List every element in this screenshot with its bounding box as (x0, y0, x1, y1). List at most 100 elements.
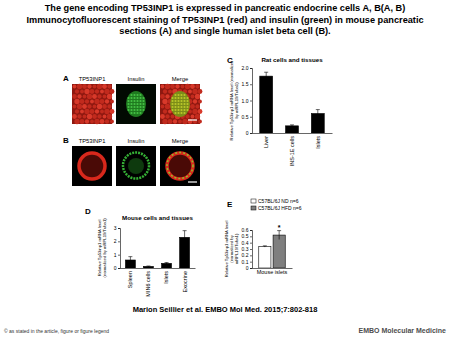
tissue-cell (160, 94, 165, 99)
islet-cell (183, 100, 185, 102)
cell-body (80, 154, 104, 178)
islet-cell (139, 100, 141, 102)
figure-svg: The gene encoding TP53INP1 is expressed … (0, 0, 450, 338)
islet-cell (171, 100, 173, 102)
islet-cell (174, 94, 176, 96)
text-line: sections (A) and single human islet beta… (119, 26, 330, 36)
tissue-cell (72, 114, 77, 119)
islet-cell (130, 94, 132, 96)
tissue-cell (162, 119, 167, 124)
cell-body (128, 158, 144, 174)
y-tick-mark (118, 241, 120, 242)
y-tick-label: 2.0 (242, 65, 249, 71)
tissue-cell (95, 89, 99, 93)
islet-cell (180, 109, 182, 111)
tissue-cell (95, 109, 99, 113)
error-cap (146, 266, 150, 267)
islet-cell (180, 97, 182, 99)
islet-cell (177, 109, 179, 111)
cell-body (168, 154, 192, 178)
islet-cell (139, 106, 141, 108)
islet-cell (133, 106, 135, 108)
islet-cell (133, 100, 135, 102)
tissue-cell (191, 95, 195, 99)
tissue-cell (74, 119, 79, 124)
y-tick: 3 (114, 225, 120, 231)
error-bar (130, 257, 131, 264)
tissue-cell (182, 119, 187, 124)
tissue-cell (198, 89, 203, 94)
islet-cell (136, 97, 138, 99)
tissue-cell (77, 84, 82, 89)
error-bar (184, 231, 185, 244)
citation: Marion Seillier et al. EMBO Mol Med. 201… (133, 305, 318, 314)
y-tick-label: 1.5 (242, 81, 249, 87)
tissue-cell (94, 99, 99, 104)
error-cap (316, 109, 320, 110)
tissue-cell (107, 84, 111, 88)
copyright: © as stated in the article, figure or fi… (4, 328, 109, 334)
image-label: TP53INP1 (79, 138, 106, 144)
islet-cell (177, 103, 179, 105)
islet-cell (136, 106, 138, 108)
y-tick: 1.5 (242, 81, 252, 87)
tissue-cell (165, 114, 169, 118)
tissue-cell (161, 105, 165, 109)
tissue-cell (87, 114, 92, 119)
y-axis: 0 0.5 1.0 1.5 2.0 (242, 65, 253, 136)
y-tick-label: 0.1 (242, 259, 249, 265)
x-tick-label: Liver (263, 136, 269, 148)
tissue-cell (162, 99, 167, 104)
tissue-cell (193, 99, 197, 103)
y-tick: 1 (114, 252, 120, 258)
islet-cell (183, 103, 185, 105)
y-axis-line (118, 229, 121, 269)
x-tick: Islets (315, 133, 321, 149)
islet-cell (130, 97, 132, 99)
tissue-cell (163, 109, 167, 113)
tissue-cell (102, 84, 107, 89)
tissue-cell (82, 104, 87, 109)
y-tick-mark (250, 84, 252, 85)
islet-cell (186, 100, 188, 102)
islet-cell (183, 97, 185, 99)
legend-label: C57BL/6J ND n=6 (258, 198, 299, 204)
tissue-cell (92, 114, 97, 119)
islet-cell (139, 94, 141, 96)
tissue-cell (87, 84, 91, 88)
tissue-bg (72, 84, 112, 124)
y-tick-mark (250, 243, 252, 244)
x-tick: Spleen (127, 268, 133, 288)
y-tick-mark (118, 228, 120, 229)
tissue-cell (94, 119, 99, 124)
y-tick: 0.1 (242, 259, 252, 265)
tissue-cell (188, 90, 192, 94)
y-tick: 1.0 (242, 98, 252, 104)
y-tick-mark (250, 262, 252, 263)
panel-label: C (227, 56, 233, 65)
islet-cell (130, 103, 132, 105)
y-tick: 0 (246, 130, 252, 136)
y-tick-label: 0.5 (242, 114, 249, 120)
islet-cell (133, 94, 135, 96)
bar (259, 246, 271, 268)
y-tick-label: 1 (114, 252, 117, 258)
x-tick: Islets (163, 268, 169, 284)
islet-cell (130, 112, 132, 114)
x-tick: Liver (263, 133, 269, 148)
islet-cell (130, 100, 132, 102)
y-tick: 2 (114, 238, 120, 244)
tissue-cell (80, 90, 84, 94)
tissue-cell (93, 85, 97, 89)
y-tick-mark (118, 255, 120, 256)
tissue-cell (100, 110, 104, 114)
y-tick-mark (250, 101, 252, 102)
islet-cell (177, 97, 179, 99)
y-axis: 0123 (114, 225, 121, 271)
islet-cell (183, 106, 185, 108)
tissue-cell (90, 89, 95, 94)
chart-title: Mouse cells and tissues (122, 214, 193, 221)
tissue-cell (87, 94, 92, 99)
tissue-cell (104, 109, 109, 114)
tissue-cell (107, 94, 112, 99)
